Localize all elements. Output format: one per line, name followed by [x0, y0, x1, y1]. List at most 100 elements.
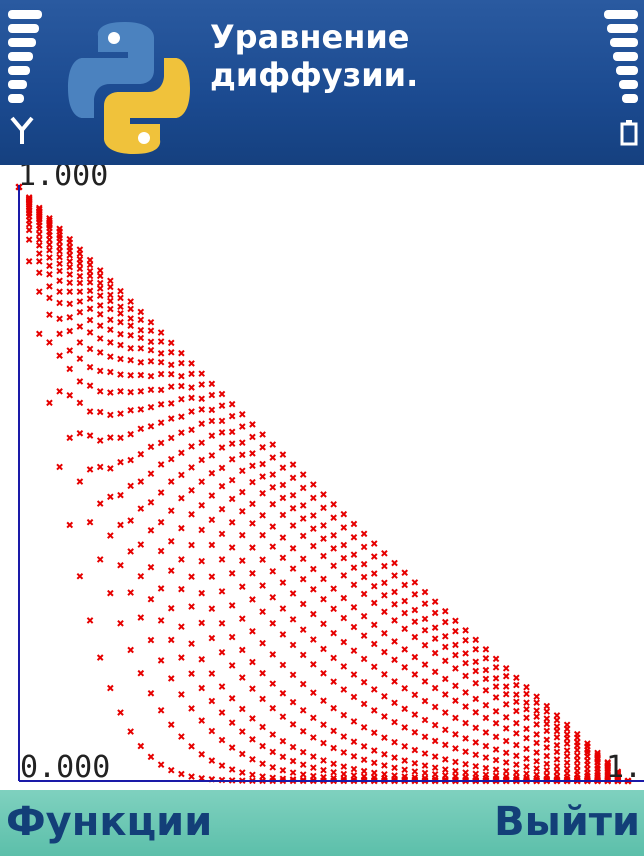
data-point	[523, 734, 530, 742]
data-point	[137, 406, 145, 413]
data-point	[533, 721, 540, 728]
data-point	[35, 258, 43, 265]
data-point	[330, 678, 337, 685]
data-point	[411, 711, 419, 718]
data-point	[56, 388, 63, 395]
data-point	[320, 620, 327, 628]
data-point	[147, 443, 155, 451]
data-point	[208, 573, 216, 580]
data-point	[340, 686, 348, 693]
data-point	[502, 759, 510, 766]
data-point	[533, 739, 540, 747]
data-point	[198, 478, 206, 486]
data-point	[167, 415, 175, 422]
data-point	[381, 562, 388, 570]
data-point	[391, 656, 398, 664]
data-point	[208, 697, 216, 705]
data-point	[167, 567, 175, 574]
data-point	[452, 714, 459, 722]
data-point	[127, 589, 134, 596]
data-point	[391, 559, 398, 567]
data-point	[137, 316, 145, 324]
data-point	[279, 481, 287, 489]
data-point	[462, 735, 469, 742]
data-point	[167, 339, 175, 347]
data-point	[289, 590, 297, 597]
data-point	[279, 605, 287, 612]
data-point	[594, 749, 601, 757]
data-point	[178, 359, 185, 367]
data-point	[381, 579, 388, 587]
data-point	[492, 746, 500, 753]
data-point	[157, 350, 165, 357]
data-point	[279, 737, 287, 745]
data-point	[289, 769, 297, 776]
data-point	[299, 727, 307, 735]
data-point	[107, 297, 114, 305]
data-point	[299, 651, 307, 659]
data-point	[553, 748, 561, 756]
data-point	[523, 763, 530, 770]
data-point	[228, 428, 236, 436]
data-point	[137, 450, 145, 458]
app-title: Уравнение диффузии.	[210, 18, 419, 94]
data-point	[66, 434, 74, 442]
data-point	[330, 500, 337, 508]
data-point	[340, 572, 348, 579]
data-point	[178, 494, 185, 502]
data-point	[269, 764, 277, 771]
data-point	[299, 626, 307, 634]
data-point	[421, 750, 429, 757]
data-point	[167, 434, 175, 442]
data-point	[462, 689, 469, 696]
data-point	[401, 663, 409, 671]
data-point	[178, 372, 185, 380]
data-point	[157, 401, 165, 408]
data-point	[157, 338, 165, 345]
data-point	[208, 727, 216, 735]
data-point	[269, 774, 277, 782]
data-point	[198, 456, 206, 464]
data-point	[401, 569, 409, 577]
data-point	[340, 763, 348, 770]
data-point	[502, 725, 510, 732]
data-point	[441, 643, 449, 651]
functions-softkey[interactable]: Функции	[6, 799, 213, 845]
data-point	[370, 582, 378, 590]
data-point	[472, 762, 480, 770]
data-point	[86, 466, 94, 473]
data-point	[96, 408, 104, 416]
data-point	[107, 277, 114, 285]
data-point	[543, 736, 551, 744]
data-point	[157, 518, 165, 526]
data-point	[259, 512, 266, 519]
data-point	[117, 294, 124, 302]
data-point	[289, 671, 297, 679]
data-point	[472, 636, 480, 644]
data-point	[289, 504, 297, 512]
data-point	[350, 520, 358, 528]
data-point	[167, 604, 175, 612]
data-point	[167, 537, 175, 545]
data-point	[391, 718, 398, 726]
data-point	[86, 305, 94, 313]
data-point	[563, 759, 571, 767]
data-point	[86, 278, 94, 286]
data-point	[533, 693, 540, 700]
data-point	[147, 423, 155, 430]
data-point	[310, 565, 317, 573]
data-point	[178, 395, 185, 403]
data-point	[452, 651, 459, 659]
data-point	[46, 215, 53, 222]
data-point	[543, 702, 551, 710]
data-point	[482, 675, 490, 683]
data-point	[299, 771, 307, 778]
data-point	[269, 620, 277, 627]
plot-area: 1.000 0.000 1.0	[15, 165, 644, 785]
data-point	[523, 755, 530, 762]
data-point	[370, 553, 378, 560]
data-point	[462, 760, 469, 768]
exit-softkey[interactable]: Выйти	[494, 799, 640, 845]
data-point	[238, 583, 246, 591]
data-point	[157, 707, 165, 714]
